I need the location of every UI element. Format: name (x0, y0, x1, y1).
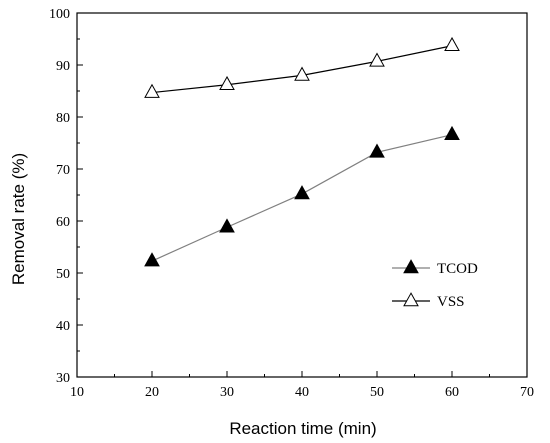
y-tick-label: 90 (56, 59, 70, 74)
y-tick-label: 50 (56, 267, 70, 282)
y-tick-label: 60 (56, 215, 70, 230)
x-tick-label: 40 (295, 385, 309, 400)
x-tick-label: 50 (370, 385, 384, 400)
vss-data-point (444, 36, 460, 52)
x-tick-label: 70 (520, 385, 534, 400)
x-tick-label: 30 (220, 385, 234, 400)
tcod-data-point (219, 218, 235, 233)
x-tick-label: 10 (70, 385, 84, 400)
x-tick-label: 20 (145, 385, 159, 400)
axes: 10 20 30 40 50 60 70 30 40 50 60 70 80 90 100 (49, 7, 534, 400)
y-tick-label: 80 (56, 111, 70, 126)
vss-data-point (219, 75, 235, 91)
series-layer (144, 36, 460, 267)
y-tick-label: 40 (56, 319, 70, 334)
legend-label-vss: VSS (437, 294, 465, 310)
tcod-data-point (444, 125, 460, 140)
vss-data-point (369, 52, 385, 67)
tcod-data-point (294, 185, 310, 200)
x-axis-title: Reaction time (min) (229, 419, 376, 438)
vss-data-point (294, 66, 310, 81)
legend-marker-vss (403, 292, 419, 307)
tcod-data-point (144, 252, 160, 267)
y-tick-label: 30 (56, 371, 70, 386)
y-tick-label: 70 (56, 163, 70, 178)
y-axis-title: Removal rate (%) (9, 153, 28, 285)
legend: TCOD VSS (392, 259, 478, 310)
vss-data-point (144, 83, 160, 98)
legend-marker-tcod (403, 259, 419, 274)
x-tick-label: 60 (445, 385, 459, 400)
legend-label-tcod: TCOD (437, 261, 478, 277)
y-tick-label: 100 (49, 7, 70, 22)
tcod-data-point (369, 143, 385, 158)
